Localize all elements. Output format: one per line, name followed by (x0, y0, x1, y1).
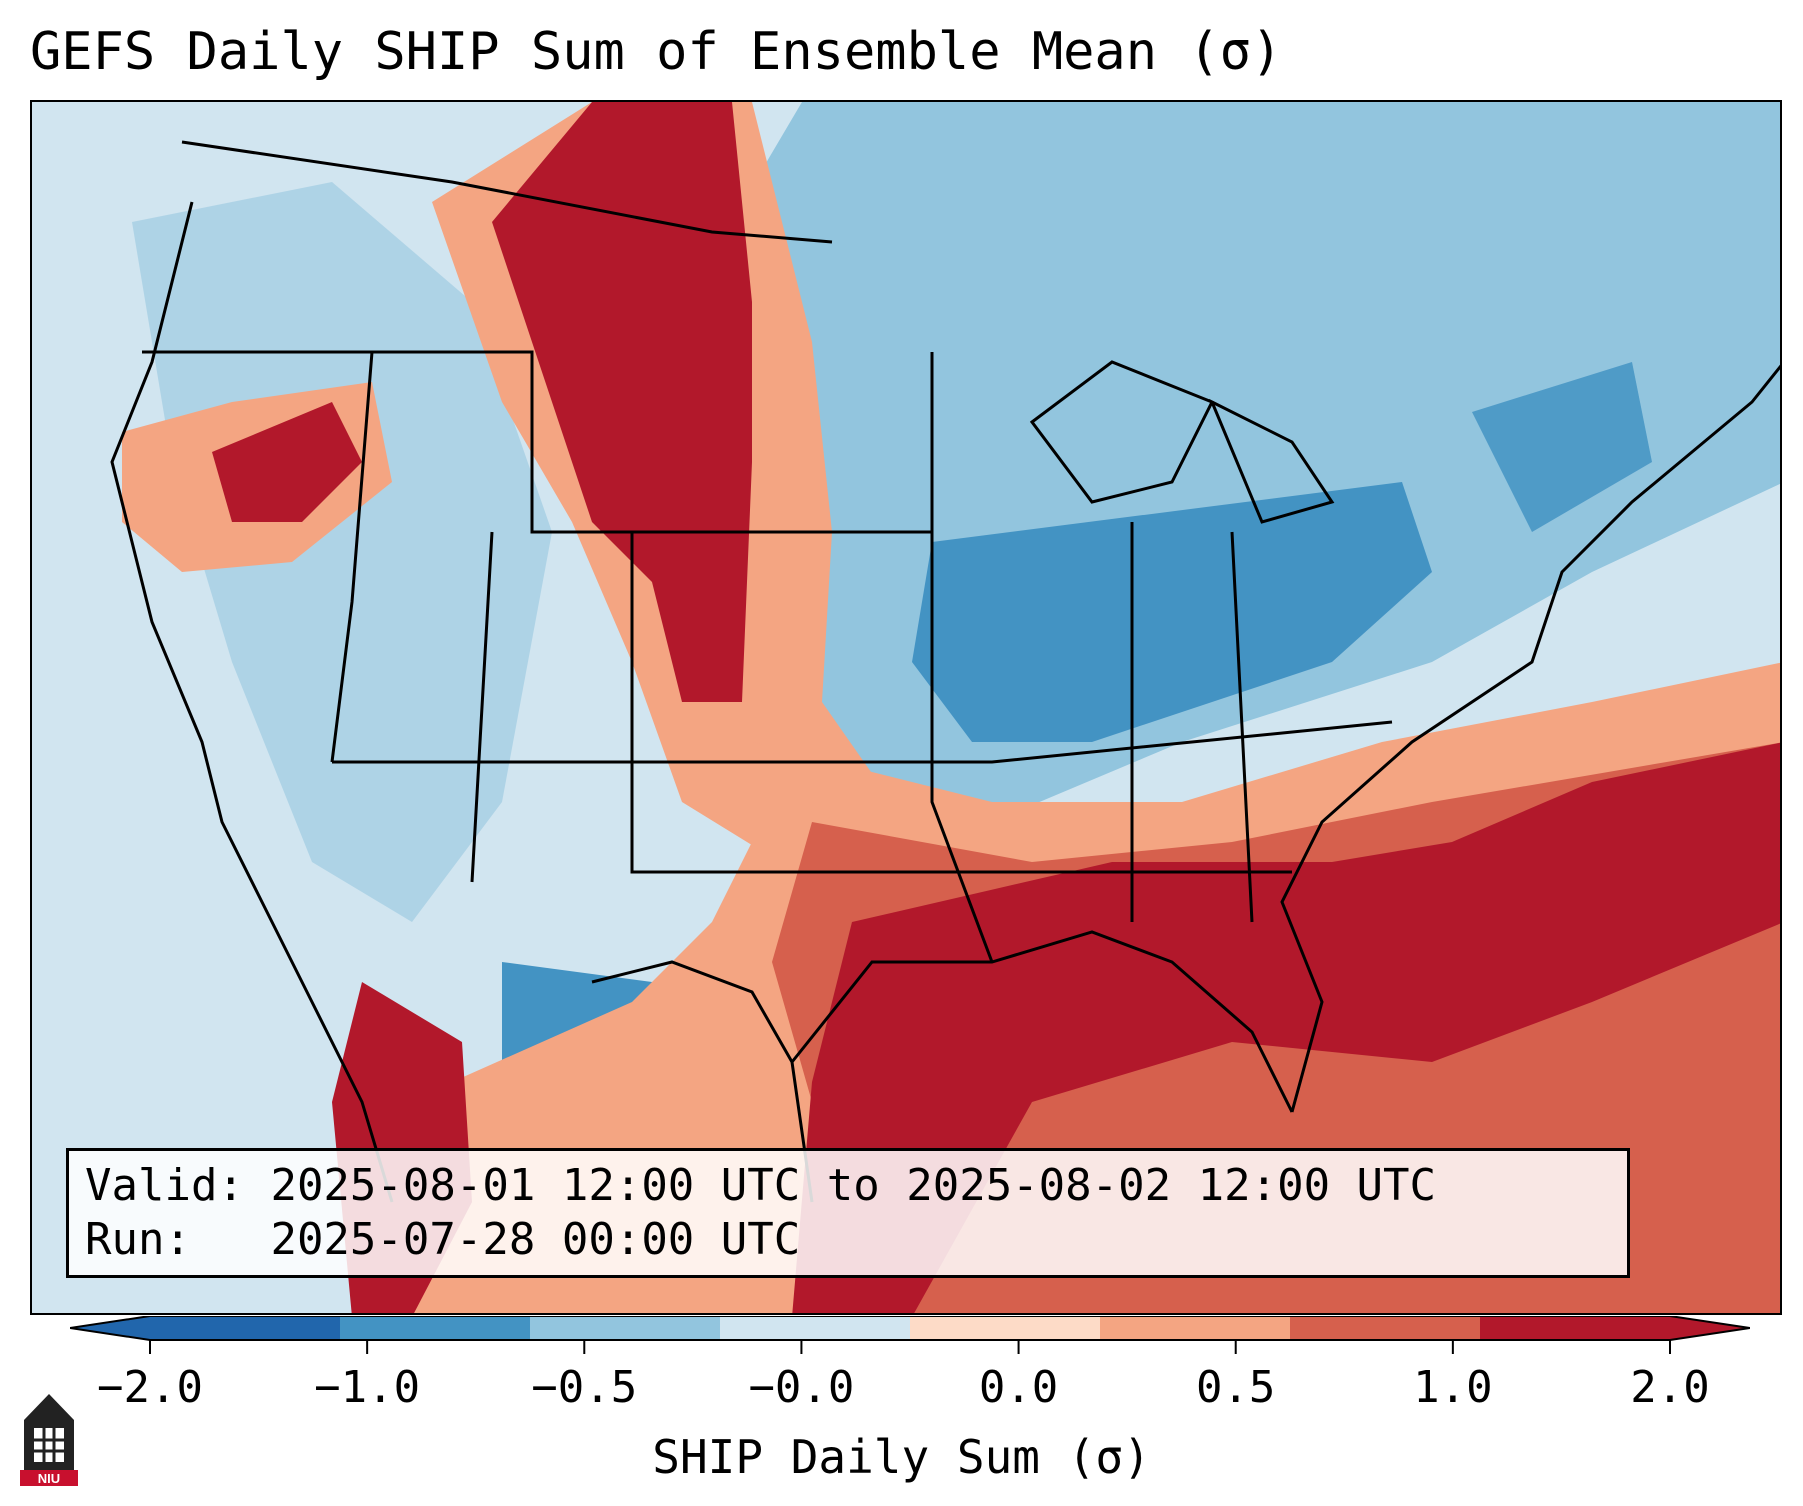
chart-title: GEFS Daily SHIP Sum of Ensemble Mean (σ) (30, 22, 1283, 82)
colorbar-segment (530, 1316, 721, 1340)
us-canada-border (181, 140, 833, 244)
extreme-positive-nw (212, 402, 362, 522)
colorbar-tick-label: −0.5 (531, 1362, 638, 1413)
state-line-4 (930, 352, 994, 963)
colorbar-segment (720, 1316, 911, 1340)
state-line-5 (1130, 522, 1254, 923)
state-line-3 (630, 532, 1292, 874)
colorbar-outline (70, 1316, 1750, 1341)
colorbar-segment (1290, 1316, 1481, 1340)
boundary-lines (110, 140, 1780, 1203)
valid-value: 2025-08-01 12:00 UTC to 2025-08-02 12:00… (270, 1160, 1437, 1211)
colorbar-extend-right (1670, 1316, 1750, 1340)
logo-text: NIU (38, 1471, 60, 1486)
strong-negative-midwest (912, 482, 1432, 742)
colorbar-segment (910, 1316, 1101, 1340)
colorbar-tick-label: 0.0 (978, 1362, 1059, 1413)
colorbar-segment (1480, 1316, 1671, 1340)
map-panel (30, 100, 1782, 1315)
colorbar-tick-label: 2.0 (1630, 1362, 1710, 1413)
colorbar (70, 1316, 1750, 1354)
colorbar-tick-label: −0.0 (748, 1362, 855, 1413)
anomaly-field (32, 102, 1780, 1313)
colorbar-tick-label: 0.5 (1195, 1362, 1276, 1413)
niu-logo: NIU (20, 1394, 78, 1486)
coastline-west (110, 201, 394, 1203)
colorbar-segment (1100, 1316, 1291, 1340)
colorbar-tick-label: 1.0 (1413, 1362, 1493, 1413)
colorbar-segment (150, 1316, 341, 1340)
state-line-2 (332, 720, 1393, 764)
state-line-1 (142, 350, 932, 534)
east-coast (1280, 364, 1780, 1113)
colorbar-tick-label: −2.0 (97, 1362, 203, 1413)
valid-label: Valid: (85, 1160, 244, 1211)
state-line-6 (330, 351, 494, 883)
run-label: Run: (85, 1214, 191, 1265)
gulf-coast (591, 930, 1294, 1203)
colorbar-extend-left (70, 1316, 150, 1340)
run-value: 2025-07-28 00:00 UTC (270, 1214, 801, 1265)
strong-negative-ne (1472, 362, 1652, 532)
colorbar-tick-label: −1.0 (314, 1362, 421, 1413)
colorbar-segment (340, 1316, 531, 1340)
negative-region-west (132, 182, 552, 922)
extreme-positive-rockies (492, 102, 752, 702)
valid-run-info-box: Valid: 2025-08-01 12:00 UTC to 2025-08-0… (66, 1148, 1630, 1278)
colorbar-label: SHIP Daily Sum (σ) (652, 1430, 1151, 1484)
great-lakes (1029, 360, 1335, 524)
extreme-positive-gulf (792, 742, 1780, 1313)
